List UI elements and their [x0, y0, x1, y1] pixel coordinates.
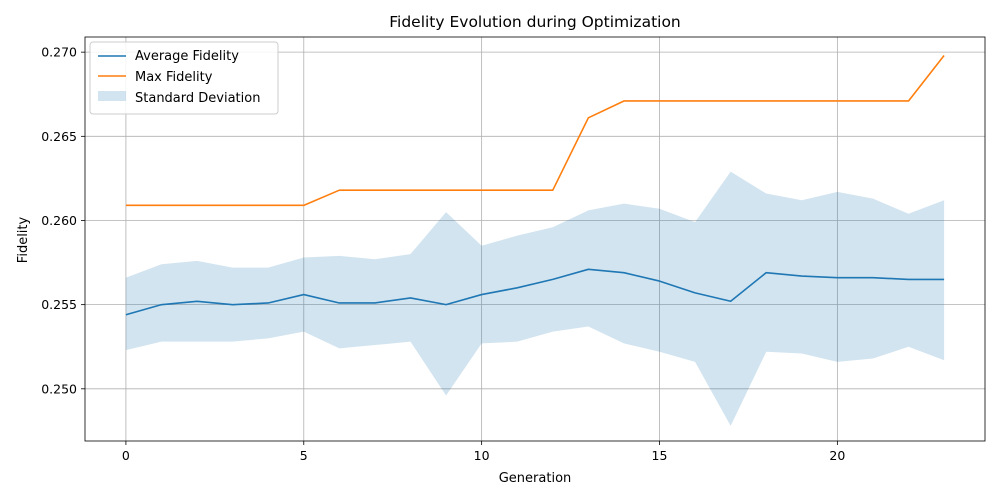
axis-ticks: 0 5 10 15 20 0.250 0.255 0.260 0.265 0.270	[41, 45, 845, 463]
x-tick-label: 10	[474, 448, 490, 463]
plot-area-frame	[84, 36, 986, 442]
legend-max-label: Max Fidelity	[135, 70, 213, 85]
max-fidelity-line	[125, 55, 945, 207]
x-tick-label: 0	[122, 448, 130, 463]
legend-std-swatch	[98, 91, 126, 101]
y-tick-label: 0.260	[41, 213, 77, 228]
x-axis-label: Generation	[499, 471, 572, 486]
legend: Average Fidelity Max Fidelity Standard D…	[89, 41, 279, 115]
chart-title: Fidelity Evolution during Optimization	[389, 13, 681, 31]
average-fidelity-line	[125, 268, 945, 316]
y-axis-label: Fidelity	[16, 216, 31, 263]
y-tick-label: 0.265	[41, 129, 77, 144]
x-tick-label: 15	[652, 448, 668, 463]
x-tick-label: 5	[300, 448, 308, 463]
std-deviation-band	[125, 171, 945, 426]
y-tick-label: 0.270	[41, 45, 77, 60]
legend-std-label: Standard Deviation	[135, 91, 260, 106]
y-tick-label: 0.250	[41, 381, 77, 396]
legend-box	[89, 41, 279, 115]
x-tick-label: 20	[829, 448, 845, 463]
legend-average-label: Average Fidelity	[135, 49, 239, 64]
y-tick-label: 0.255	[41, 297, 77, 312]
